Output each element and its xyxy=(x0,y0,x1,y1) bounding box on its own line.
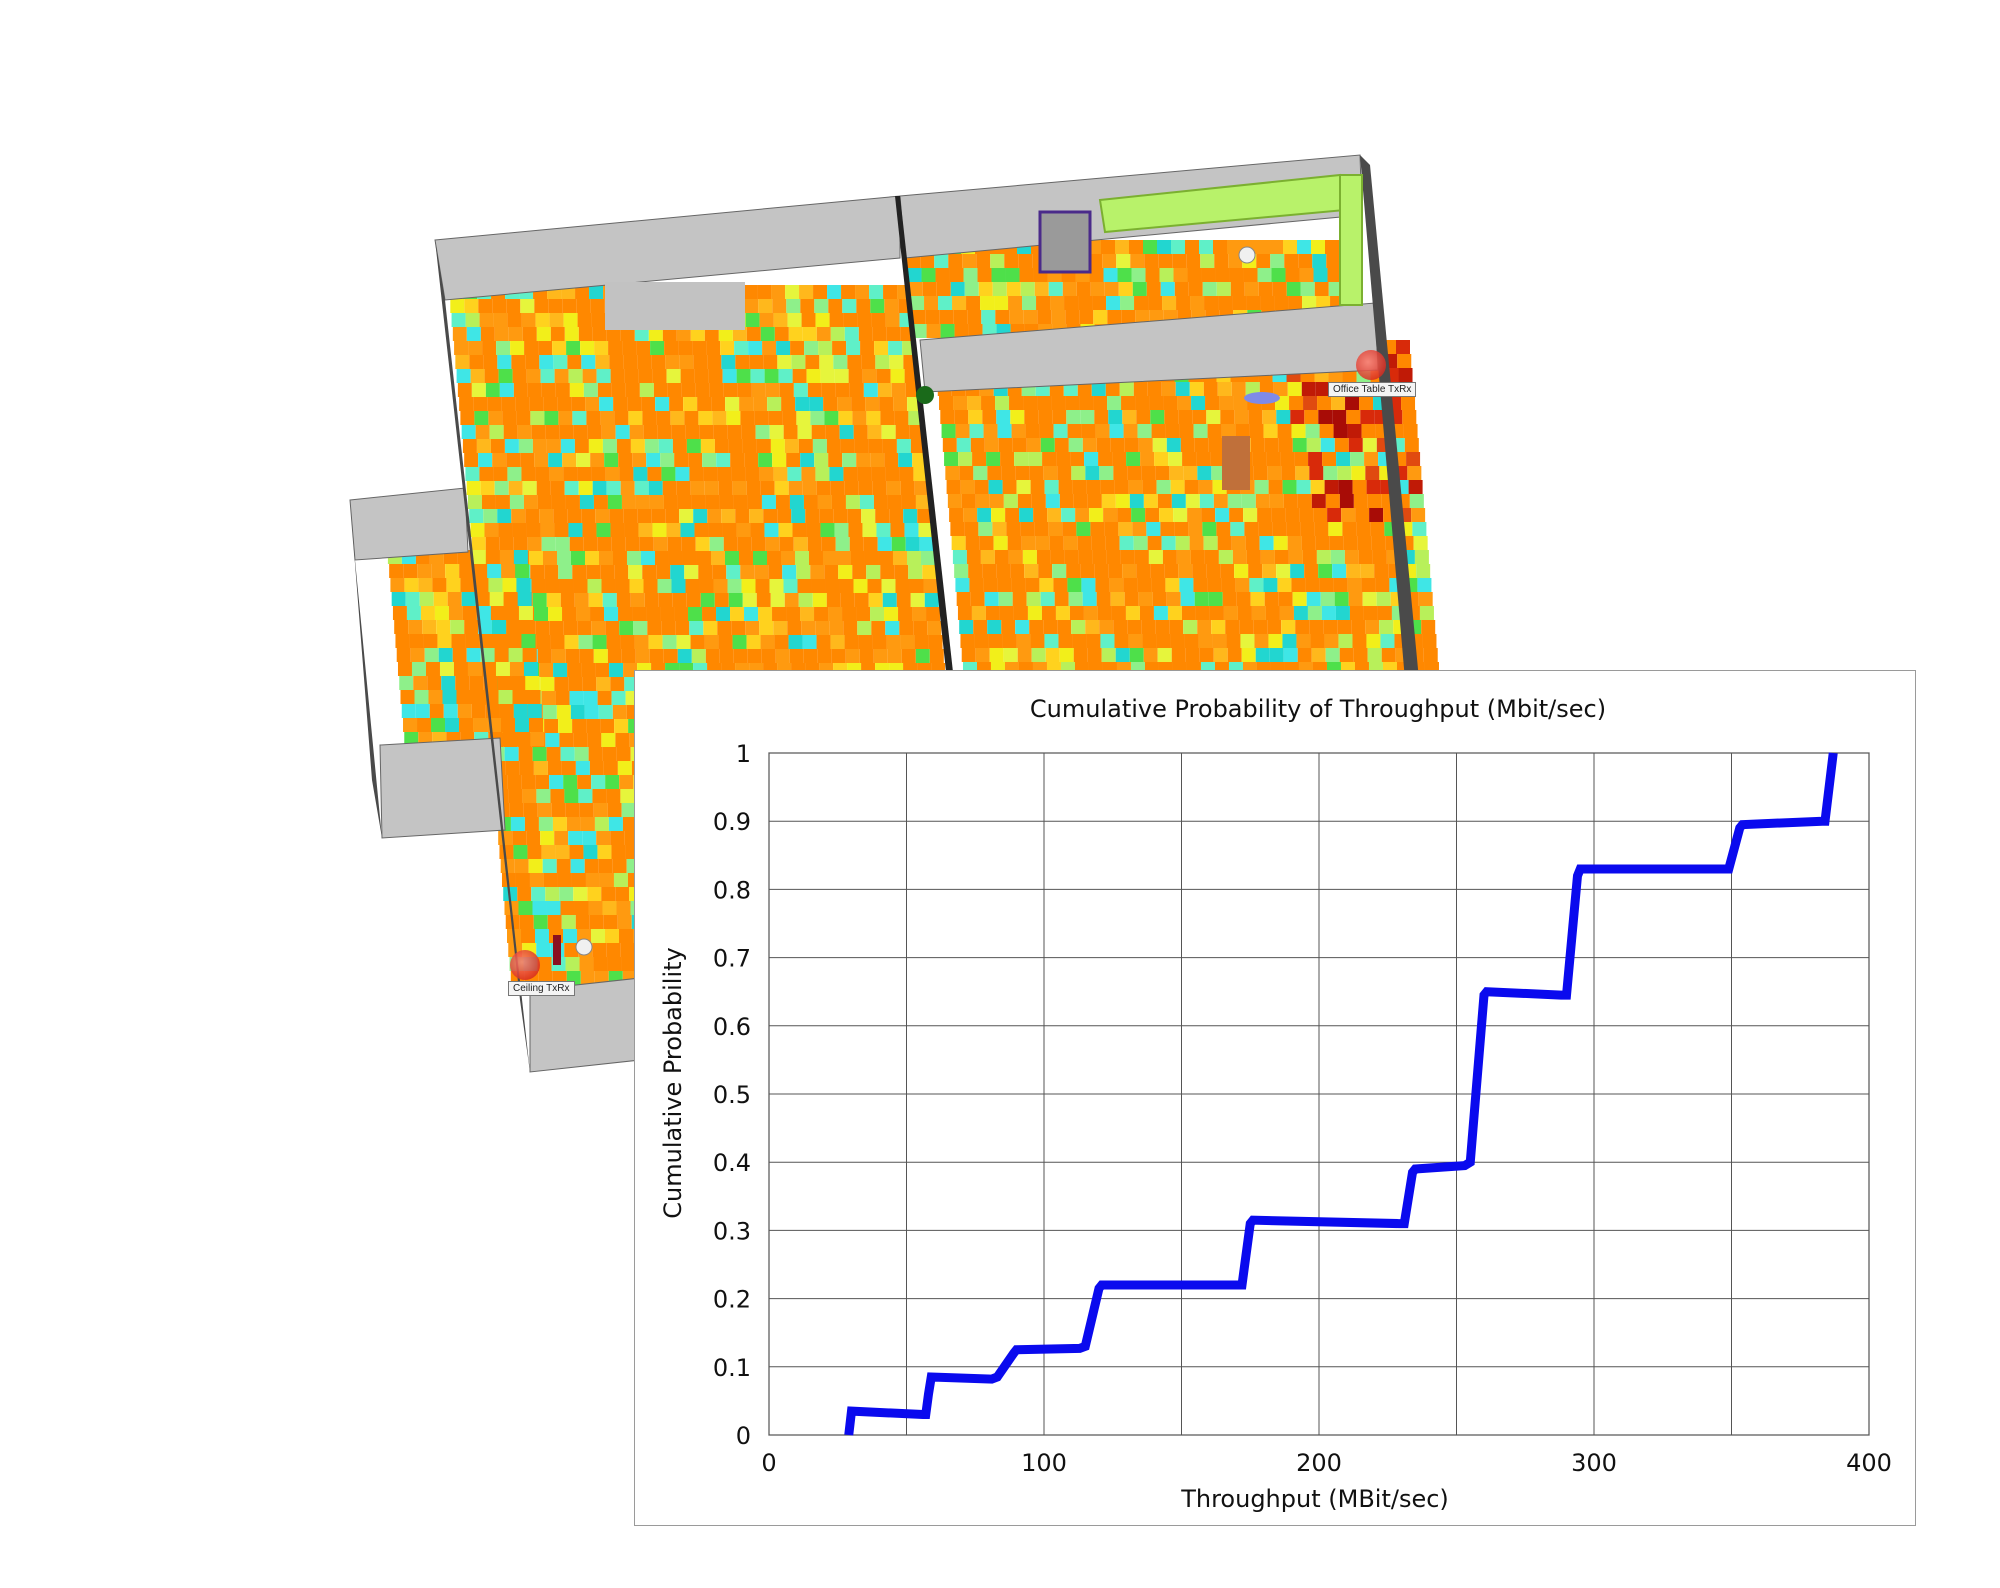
ceiling-transmitter-label: Ceiling TxRx xyxy=(508,981,575,996)
walls xyxy=(349,154,1420,1073)
y-tick-label: 0.1 xyxy=(713,1354,751,1382)
x-tick-label: 100 xyxy=(1021,1449,1067,1477)
ceiling-transmitter-icon[interactable] xyxy=(510,950,540,980)
y-tick-label: 0.2 xyxy=(713,1286,751,1314)
chart-panel: Cumulative Probability of Throughput (Mb… xyxy=(634,670,1916,1526)
chart-grid xyxy=(768,752,1870,1436)
office-table-transmitter-icon[interactable] xyxy=(1356,350,1386,380)
chart-series xyxy=(844,752,1838,1436)
x-tick-label: 0 xyxy=(761,1449,776,1477)
cdf-chart: Cumulative Probability of Throughput (Mb… xyxy=(659,695,1892,1513)
floorplan-objects xyxy=(553,173,1363,965)
x-axis-ticks: 0 100 200 300 400 xyxy=(761,1449,1892,1477)
y-tick-label: 0.7 xyxy=(713,945,751,973)
y-tick-label: 0.4 xyxy=(713,1149,751,1177)
y-axis-label: Cumulative Probability xyxy=(659,947,687,1218)
x-axis-label: Throughput (MBit/sec) xyxy=(1180,1485,1449,1513)
y-tick-label: 0.5 xyxy=(713,1081,751,1109)
y-tick-label: 0.3 xyxy=(713,1217,751,1245)
chart-title: Cumulative Probability of Throughput (Mb… xyxy=(1030,695,1606,723)
office-table-transmitter-label: Office Table TxRx xyxy=(1328,382,1417,397)
y-tick-label: 1 xyxy=(736,740,751,768)
y-tick-label: 0.6 xyxy=(713,1013,751,1041)
x-tick-label: 200 xyxy=(1296,1449,1342,1477)
y-tick-label: 0.8 xyxy=(713,876,751,904)
x-tick-label: 300 xyxy=(1571,1449,1617,1477)
x-tick-label: 400 xyxy=(1846,1449,1892,1477)
y-tick-label: 0 xyxy=(736,1422,751,1450)
y-tick-label: 0.9 xyxy=(713,808,751,836)
cdf-series-line xyxy=(844,752,1838,1436)
y-axis-ticks: 0 0.1 0.2 0.3 0.4 0.5 0.6 0.7 0.8 0.9 1 xyxy=(713,740,751,1450)
